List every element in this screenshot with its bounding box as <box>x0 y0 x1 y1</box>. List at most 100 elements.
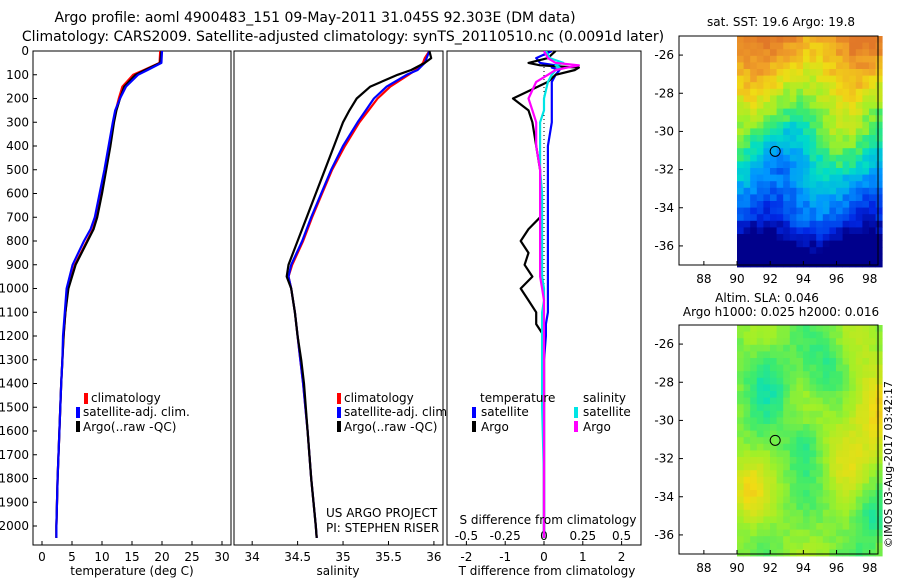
map-cell <box>743 55 751 63</box>
map-cell <box>756 549 764 557</box>
map-cell <box>743 135 751 142</box>
depth-tick-label: 1100 <box>0 305 29 319</box>
map-cell <box>849 194 857 202</box>
legend-label-s-satellite: satellite <box>583 405 631 419</box>
map-cell <box>789 75 797 83</box>
map-cell <box>836 377 843 385</box>
map-cell <box>829 247 837 255</box>
sla-profile-marker <box>769 434 781 446</box>
map-cell <box>803 161 810 169</box>
map-cell <box>836 115 843 123</box>
map-cell <box>869 220 876 228</box>
map-cell <box>829 115 837 123</box>
map-cell <box>796 55 804 63</box>
map-cell <box>789 49 797 57</box>
map-cell <box>836 450 843 458</box>
map-cell <box>796 509 804 517</box>
map-cell <box>829 377 837 385</box>
map-cell <box>869 69 876 76</box>
map-cell <box>875 331 883 339</box>
map-cell <box>849 457 857 464</box>
map-cell <box>862 463 870 471</box>
map-cell <box>829 148 837 156</box>
map-cell <box>875 227 883 235</box>
map-cell <box>789 240 797 248</box>
map-cell <box>875 516 883 524</box>
map-cell <box>796 331 804 339</box>
map-cell <box>783 247 791 255</box>
map-cell <box>743 240 751 248</box>
map-cell <box>750 536 758 544</box>
map-cell <box>789 62 797 70</box>
map-cell <box>763 391 771 398</box>
map-cell <box>756 69 764 76</box>
map-cell <box>869 75 876 83</box>
map-cell <box>809 450 817 458</box>
map-cell <box>770 220 777 228</box>
map-cell <box>875 483 883 491</box>
map-cell <box>849 234 857 241</box>
map-cell <box>809 338 817 346</box>
map-cell <box>756 88 764 96</box>
map-cell <box>776 82 784 90</box>
map-cell <box>737 187 744 195</box>
map-cell <box>743 141 751 149</box>
map-cell <box>796 102 804 109</box>
map-cell <box>829 227 837 235</box>
map-cell <box>855 207 863 215</box>
map-cell <box>849 443 857 451</box>
map-cell <box>770 62 777 70</box>
map-cell <box>756 187 764 195</box>
map-cell <box>829 443 837 451</box>
map-cell <box>776 371 784 379</box>
map-y-tick-label: -32 <box>654 163 674 177</box>
map-cell <box>809 364 817 372</box>
map-cell <box>875 490 883 497</box>
map-cell <box>829 331 837 339</box>
map-cell <box>836 410 843 418</box>
map-cell <box>743 391 751 398</box>
map-cell <box>770 443 777 451</box>
map-cell <box>869 377 876 385</box>
map-cell <box>750 437 758 445</box>
map-cell <box>783 194 791 202</box>
map-cell <box>750 338 758 346</box>
map-cell <box>842 371 850 379</box>
map-cell <box>776 220 784 228</box>
map-cell <box>737 344 744 352</box>
map-cell <box>789 351 797 359</box>
map-cell <box>855 214 863 222</box>
map-cell <box>770 483 777 491</box>
map-cell <box>849 450 857 458</box>
map-cell <box>770 377 777 385</box>
map-cell <box>796 88 804 96</box>
map-cell <box>750 168 758 175</box>
map-cell <box>756 141 764 149</box>
map-cell <box>789 364 797 372</box>
map-cell <box>763 42 771 50</box>
map-cell <box>809 523 817 530</box>
map-cell <box>763 95 771 103</box>
map-cell <box>855 227 863 235</box>
map-cell <box>842 108 850 116</box>
map-cell <box>743 476 751 484</box>
map-cell <box>743 187 751 195</box>
map-cell <box>763 443 771 451</box>
map-cell <box>869 358 876 365</box>
map-cell <box>862 424 870 431</box>
x-tick-label: 15 <box>124 550 139 564</box>
map-cell <box>869 430 876 438</box>
map-cell <box>770 542 777 550</box>
map-cell <box>875 62 883 70</box>
map-cell <box>809 384 817 392</box>
map-cell <box>789 42 797 50</box>
map-cell <box>862 410 870 418</box>
map-cell <box>756 351 764 359</box>
map-cell <box>816 358 824 365</box>
t-difference-xlabel: T difference from climatology <box>458 564 636 578</box>
map-cell <box>836 325 843 332</box>
legend-label-argo: Argo(..raw -QC) <box>83 420 176 434</box>
map-cell <box>875 417 883 425</box>
map-cell <box>803 490 810 497</box>
sst-profile-marker <box>769 145 781 157</box>
